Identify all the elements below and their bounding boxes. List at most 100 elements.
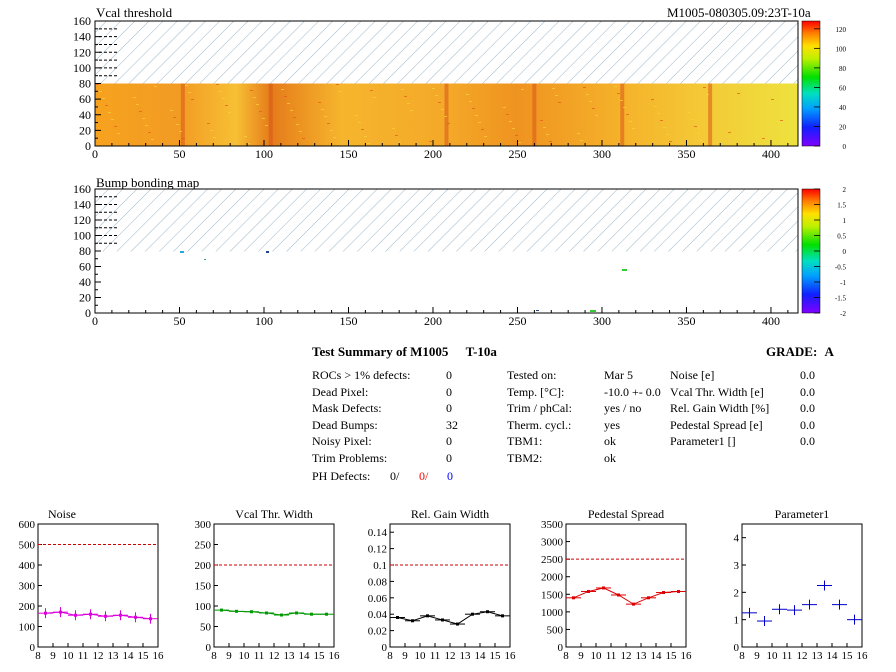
y-tick-label: 0.14: [368, 527, 388, 539]
y-tick-label: 20: [79, 291, 91, 305]
x-tick-label: 15: [490, 650, 502, 662]
pixel-noise: [447, 123, 450, 124]
pixel-noise: [228, 112, 231, 113]
pixel-noise: [182, 138, 185, 139]
pixel-noise: [466, 94, 469, 95]
pixel-noise: [185, 85, 188, 86]
pixel-noise: [737, 93, 740, 94]
y-tick-label: 0: [85, 306, 91, 320]
x-tick-label: 400: [762, 314, 780, 328]
colorbar-tick-label: -1.5: [835, 295, 847, 303]
ph-defects-value-3: 0: [447, 469, 453, 483]
x-tick-label: 14: [827, 650, 839, 662]
y-tick-label: 160: [73, 14, 91, 28]
inactive-region: [95, 189, 798, 252]
y-tick-label: 50: [200, 622, 212, 634]
pixel-noise: [99, 91, 102, 92]
y-tick-label: 0: [558, 642, 564, 654]
ph-defects-value-1: 0/: [390, 469, 400, 483]
ph-defects-value-2: 0/: [419, 469, 429, 483]
colorbar-tick-label: -1: [840, 279, 846, 287]
pixel-noise: [703, 87, 706, 88]
pixel-noise: [728, 132, 731, 133]
y-tick-label: 3: [734, 560, 740, 572]
plot-frame: [37, 523, 159, 648]
pixel-noise: [225, 105, 228, 106]
colorbar-tick-label: 100: [836, 45, 847, 53]
pixel-noise: [327, 123, 330, 124]
pixel-noise: [395, 135, 398, 136]
pixel-noise: [549, 141, 552, 142]
pixel-noise: [546, 134, 549, 135]
y-tick-label: 500: [547, 624, 564, 636]
defect-row-label: ROCs > 1% defects:: [312, 368, 411, 382]
roc-border-stripe: [444, 83, 449, 146]
y-tick-label: 100: [19, 622, 36, 634]
pixel-noise: [256, 104, 259, 105]
x-tick-label: 8: [387, 650, 393, 662]
pixel-noise: [472, 108, 475, 109]
y-tick-label: 100: [73, 229, 91, 243]
summary-chart-1: Noise 0 100 200 300 400 500 600 8 9 10 11 12 13 14 15 16: [19, 507, 165, 662]
pixel-noise: [555, 95, 558, 96]
y-tick-label: 1500: [541, 589, 564, 601]
pixel-noise: [589, 101, 592, 102]
bottom-map-title: Bump bonding map: [96, 175, 200, 190]
pixel-noise: [117, 133, 120, 134]
y-tick-label: 100: [195, 601, 212, 613]
colorbar-tick-label: 80: [839, 65, 847, 73]
grade-label: GRADE:: [766, 344, 818, 359]
colorbar-tick-label: 20: [839, 123, 847, 131]
pixel-noise: [142, 118, 145, 119]
x-tick-label: 9: [50, 650, 56, 662]
x-tick-label: 15: [314, 650, 326, 662]
pixel-noise: [438, 102, 441, 103]
y-tick-label: 140: [73, 30, 91, 44]
colorbar-tick-label: -0.5: [835, 264, 847, 272]
x-tick-label: 12: [269, 650, 280, 662]
x-tick-label: 250: [508, 147, 526, 161]
pixel-noise: [148, 132, 151, 133]
x-tick-label: 15: [842, 650, 854, 662]
pixel-noise: [518, 142, 521, 143]
pixel-noise: [595, 115, 598, 116]
colorbar-tick-label: 0.5: [837, 233, 846, 241]
pixel-noise: [552, 88, 555, 89]
pixel-noise: [444, 116, 447, 117]
pixel-noise: [475, 115, 478, 116]
pixel-noise: [336, 84, 339, 85]
pixel-noise: [318, 102, 321, 103]
grade-box: GRADE: A: [766, 344, 834, 360]
pixel-noise: [191, 99, 194, 100]
y-tick-label: 2000: [541, 572, 564, 584]
defect-row-value: 0: [446, 434, 452, 449]
defect-row-value: 32: [446, 417, 458, 432]
width-row-value: 0.0: [800, 417, 815, 432]
pixel-noise: [398, 142, 401, 143]
pixel-noise: [734, 86, 737, 87]
pixel-noise: [302, 138, 305, 139]
pixel-noise: [694, 126, 697, 127]
pixel-noise: [469, 101, 472, 102]
pixel-noise: [617, 93, 620, 94]
pixel-noise: [441, 109, 444, 110]
chart-title: Noise: [48, 507, 76, 521]
pixel-noise: [731, 139, 734, 140]
x-tick-label: 16: [505, 650, 517, 662]
summary-module-type: T-10a: [465, 344, 497, 359]
pixel-noise: [620, 100, 623, 101]
pixel-noise: [651, 99, 654, 100]
pixel-noise: [515, 135, 518, 136]
y-tick-label: 40: [79, 275, 91, 289]
y-tick-label: 0.1: [373, 560, 387, 572]
pixel-noise: [210, 130, 213, 131]
x-tick-label: 100: [255, 147, 273, 161]
width-row-label: Parameter1 []: [670, 434, 736, 449]
y-tick-label: 140: [73, 198, 91, 212]
condition-row-value: ok: [604, 434, 616, 449]
ph-defects-row: PH Defects:: [312, 469, 370, 484]
y-tick-label: 80: [79, 244, 91, 258]
pixel-noise: [632, 128, 635, 129]
pixel-noise: [506, 114, 509, 115]
